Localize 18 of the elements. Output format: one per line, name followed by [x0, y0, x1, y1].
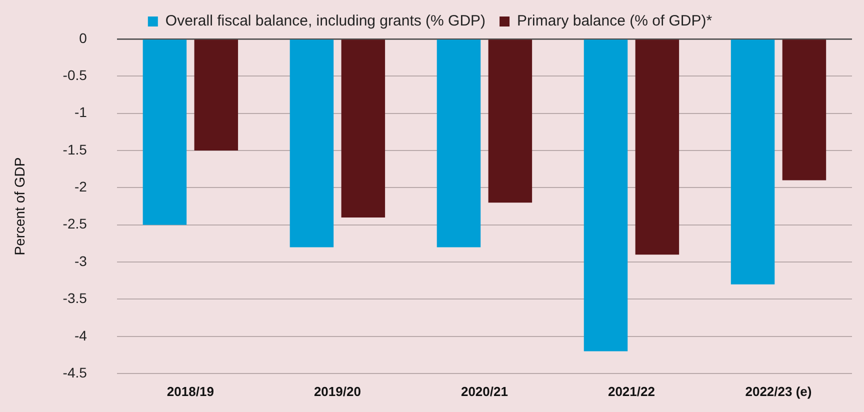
x-tick-label: 2018/19 [166, 384, 214, 399]
y-tick-label: -0.5 [62, 67, 88, 84]
x-tick-label: 2020/21 [460, 384, 508, 399]
y-axis-title: Percent of GDP [11, 157, 28, 256]
legend-label: Primary balance (% of GDP)* [517, 12, 712, 30]
y-tick-label: -3 [74, 252, 88, 269]
y-tick-label: -4.5 [62, 364, 88, 380]
y-tick-label: -1 [74, 104, 88, 120]
y-tick-label: -2.5 [62, 216, 88, 232]
x-tick-label: 2021/22 [608, 384, 655, 399]
y-tick-label: -3.5 [62, 290, 88, 306]
y-tick-label: -4 [74, 327, 88, 344]
y-tick-label: 0 [79, 30, 88, 46]
y-tick-label: -2 [74, 178, 88, 195]
y-tick-label: -1.5 [62, 141, 88, 158]
legend-label: Overall fiscal balance, including grants (% GDP) [165, 12, 486, 30]
x-tick-label: 2019/20 [314, 384, 361, 399]
x-tick-label: 2022/23 (e) [745, 384, 812, 399]
